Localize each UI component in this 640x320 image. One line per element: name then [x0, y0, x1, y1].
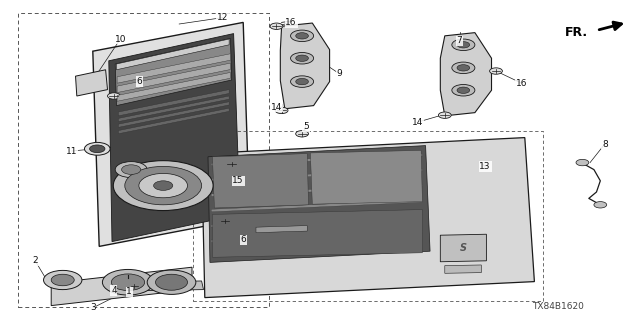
Text: TX84B1620: TX84B1620: [532, 302, 584, 311]
Circle shape: [296, 78, 308, 85]
Circle shape: [576, 159, 589, 166]
Circle shape: [122, 165, 141, 174]
Polygon shape: [76, 70, 108, 96]
Circle shape: [438, 112, 451, 118]
Text: 4: 4: [111, 286, 116, 295]
Circle shape: [220, 218, 231, 224]
Circle shape: [457, 42, 470, 48]
Circle shape: [51, 274, 74, 286]
Text: S: S: [460, 243, 467, 253]
Circle shape: [594, 202, 607, 208]
Text: 5: 5: [303, 122, 308, 131]
Text: 7: 7: [457, 36, 462, 45]
Text: 1: 1: [127, 287, 132, 296]
Text: 14: 14: [271, 103, 282, 112]
Polygon shape: [117, 63, 230, 92]
Circle shape: [115, 162, 147, 178]
Text: 15: 15: [232, 176, 244, 185]
Circle shape: [225, 161, 238, 167]
Circle shape: [108, 93, 120, 99]
Polygon shape: [118, 96, 229, 122]
Polygon shape: [211, 230, 422, 243]
Circle shape: [147, 270, 196, 294]
Polygon shape: [212, 210, 422, 257]
Polygon shape: [116, 39, 229, 70]
Polygon shape: [118, 102, 229, 127]
Polygon shape: [118, 90, 229, 116]
Polygon shape: [93, 22, 250, 246]
Circle shape: [125, 166, 202, 205]
Polygon shape: [212, 154, 308, 208]
Circle shape: [291, 76, 314, 87]
Polygon shape: [440, 33, 492, 116]
Polygon shape: [280, 23, 330, 109]
Circle shape: [102, 269, 154, 295]
Circle shape: [275, 107, 288, 114]
Text: 6: 6: [137, 77, 142, 86]
Polygon shape: [127, 281, 204, 291]
Text: 9: 9: [337, 69, 342, 78]
Polygon shape: [117, 72, 230, 101]
Circle shape: [457, 87, 470, 93]
Circle shape: [452, 84, 475, 96]
Circle shape: [44, 270, 82, 290]
Circle shape: [296, 131, 308, 137]
Polygon shape: [445, 265, 481, 273]
Text: FR.: FR.: [564, 26, 588, 38]
Text: 16: 16: [285, 18, 297, 27]
Circle shape: [291, 52, 314, 64]
Circle shape: [90, 145, 105, 153]
Polygon shape: [208, 146, 430, 262]
Polygon shape: [115, 38, 232, 106]
Text: 10: 10: [115, 35, 126, 44]
Circle shape: [296, 33, 308, 39]
Text: 11: 11: [66, 147, 77, 156]
Polygon shape: [256, 226, 307, 233]
Circle shape: [291, 30, 314, 42]
Text: 13: 13: [479, 162, 491, 171]
Polygon shape: [211, 154, 422, 166]
Text: 6: 6: [241, 236, 246, 244]
Polygon shape: [310, 150, 422, 204]
Text: 8: 8: [602, 140, 607, 148]
Circle shape: [490, 68, 502, 74]
Text: 2: 2: [33, 256, 38, 265]
Circle shape: [139, 173, 188, 198]
Circle shape: [154, 181, 173, 190]
Circle shape: [452, 62, 475, 74]
Circle shape: [156, 274, 188, 290]
Text: 3: 3: [90, 303, 95, 312]
Text: 14: 14: [412, 118, 423, 127]
Text: 12: 12: [217, 13, 228, 22]
Circle shape: [113, 161, 213, 211]
Circle shape: [296, 55, 308, 61]
Polygon shape: [211, 200, 422, 212]
Circle shape: [457, 65, 470, 71]
Polygon shape: [51, 267, 192, 306]
Polygon shape: [118, 108, 229, 134]
Polygon shape: [211, 215, 422, 227]
Polygon shape: [211, 169, 422, 181]
Polygon shape: [109, 34, 240, 242]
Circle shape: [129, 283, 140, 288]
Circle shape: [84, 142, 110, 155]
Polygon shape: [202, 138, 534, 298]
Circle shape: [270, 23, 283, 29]
Polygon shape: [117, 54, 230, 83]
Polygon shape: [440, 234, 486, 262]
Circle shape: [452, 39, 475, 51]
Text: 16: 16: [516, 79, 527, 88]
Polygon shape: [211, 184, 422, 196]
Circle shape: [111, 274, 145, 291]
